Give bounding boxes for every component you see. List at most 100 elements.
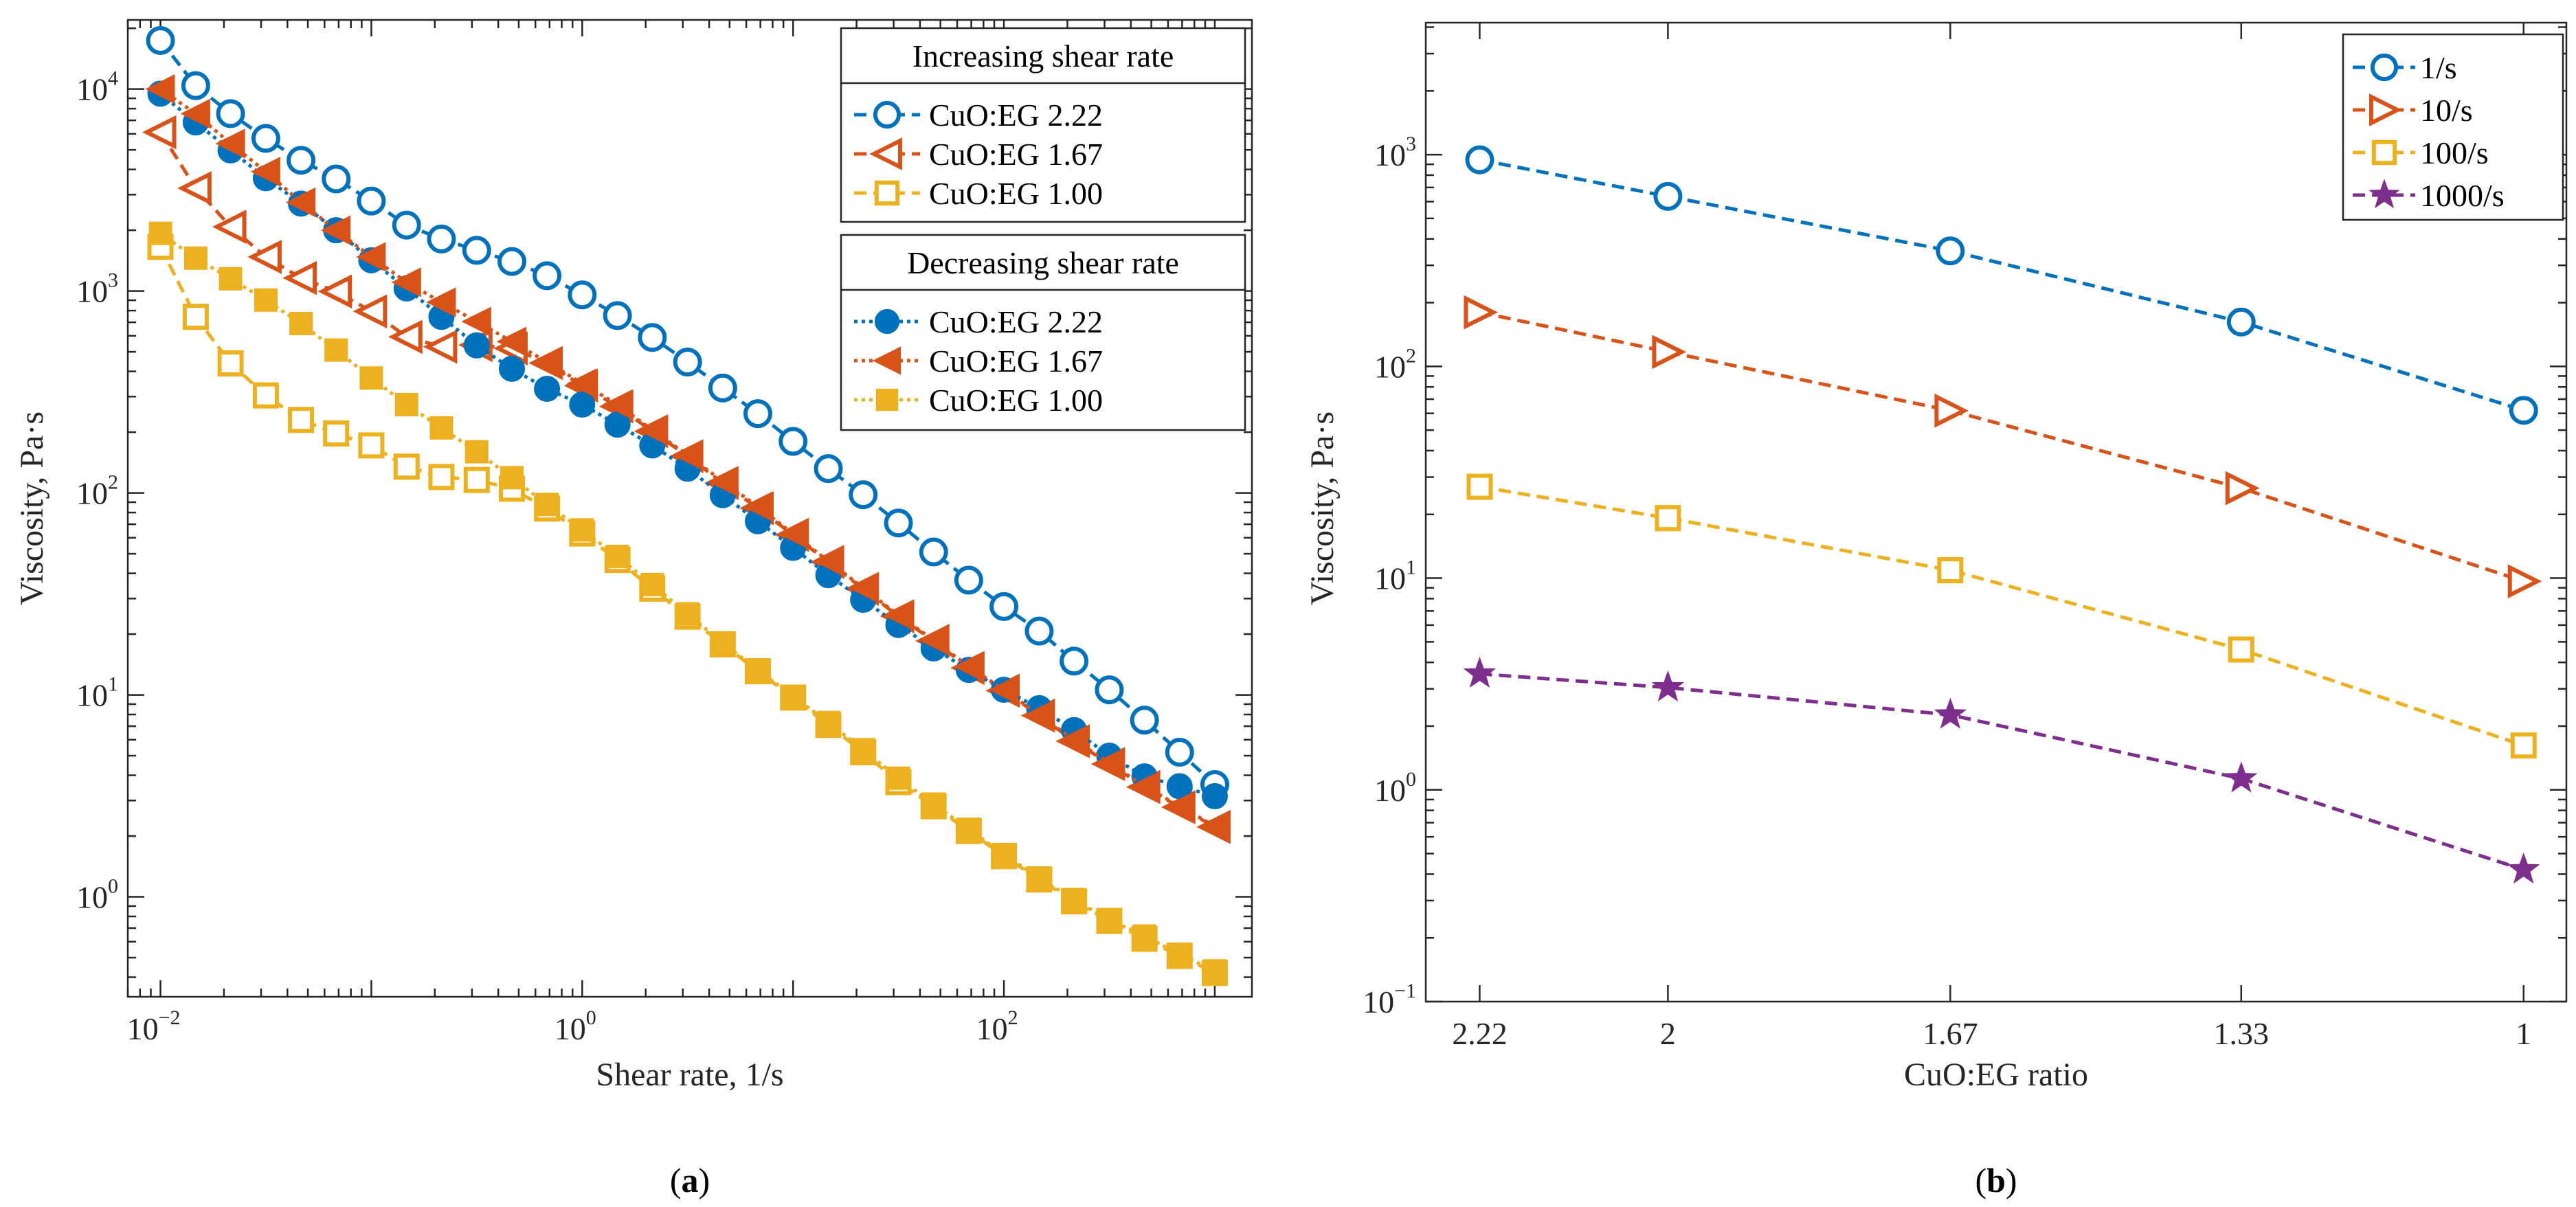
legend-label: 10/s: [2420, 93, 2473, 128]
data-point: [282, 260, 317, 295]
data-point: [675, 602, 699, 626]
legend-marker: [872, 346, 901, 375]
legend-marker: [873, 100, 901, 129]
chart-panel-b: 10−1 100 101 102 103 2.22 2 1.67 1.33 1 1/s 10/s 100…: [1363, 21, 2568, 1051]
data-point: [1936, 236, 1965, 266]
data-point: [919, 537, 948, 567]
data-point: [816, 710, 840, 734]
data-point: [1465, 145, 1494, 174]
y-tick-label: 100: [76, 875, 118, 915]
data-point: [605, 544, 629, 568]
data-point: [250, 157, 280, 187]
y-tick-label: 103: [1374, 133, 1416, 172]
data-point: [640, 572, 664, 596]
data-point: [1466, 473, 1493, 500]
legend-label: CuO:EG 2.22: [929, 304, 1103, 339]
data-point: [1060, 646, 1089, 676]
data-point: [323, 420, 350, 447]
data-point: [289, 312, 313, 336]
x-tick-label: 100: [555, 1006, 596, 1046]
data-point: [320, 215, 351, 245]
legend-marker: [875, 388, 899, 411]
data-point: [886, 766, 910, 790]
data-point: [534, 375, 561, 402]
data-point: [570, 518, 594, 542]
data-point: [463, 332, 490, 359]
legend-b: 1/s 10/s 100/s 1000/s: [2342, 33, 2564, 221]
x-axis-label-b: CuO:EG ratio: [1904, 1057, 2088, 1093]
data-point: [145, 74, 175, 104]
y-tick-label: 101: [1374, 556, 1416, 596]
data-point: [813, 546, 843, 576]
x-axis-label-a: Shear rate, 1/s: [596, 1057, 783, 1093]
data-point: [1463, 656, 1497, 688]
data-point: [391, 267, 421, 297]
data-point: [1934, 697, 1967, 729]
series-line: [1479, 158, 2524, 412]
data-point: [497, 247, 526, 276]
data-point: [777, 519, 808, 549]
data-point: [956, 817, 981, 842]
data-point: [1166, 773, 1193, 800]
data-point: [247, 240, 282, 274]
legend-a: Increasing shear rate CuO:EG 2.22 CuO:EG 1…: [840, 27, 1246, 431]
data-point: [357, 186, 386, 216]
data-point: [2225, 761, 2258, 793]
data-point: [288, 407, 315, 433]
data-point: [358, 432, 385, 459]
data-point: [1199, 811, 1229, 842]
data-point: [181, 71, 210, 100]
data-point: [989, 591, 1019, 621]
data-point: [1058, 725, 1089, 755]
data-point: [423, 329, 458, 364]
data-point: [148, 221, 172, 245]
data-point: [2509, 396, 2538, 425]
data-point: [638, 323, 667, 352]
y-tick-label: 104: [76, 67, 118, 107]
series-cuo-eg-1-00: [148, 221, 1227, 983]
data-point: [2510, 732, 2537, 759]
data-point: [742, 491, 772, 521]
data-point: [352, 294, 388, 329]
data-point: [954, 565, 983, 595]
data-point: [1652, 335, 1687, 370]
y-axis-label-b: Viscosity, Pa·s: [1304, 411, 1341, 605]
data-point: [2507, 852, 2540, 884]
data-point: [1094, 748, 1124, 778]
y-tick-label: 10−1: [1363, 980, 1416, 1019]
data-point: [708, 373, 737, 403]
legend-title: Increasing shear rate: [912, 38, 1174, 74]
data-point: [602, 390, 632, 420]
data-point: [428, 464, 455, 490]
data-point: [1095, 675, 1124, 705]
data-point: [1165, 738, 1194, 767]
data-point: [427, 224, 456, 253]
data-point: [1653, 181, 1683, 211]
legend-marker: [2368, 179, 2400, 209]
chart-panel-a: 100 101 102 103 104 10−2 100 102 Increasing shea…: [76, 19, 1253, 1046]
legend-box: [840, 234, 1246, 431]
data-point: [1132, 924, 1156, 948]
series-cuo-eg-1-67: [145, 74, 1229, 842]
data-point: [180, 98, 210, 129]
data-point: [219, 267, 243, 291]
data-point: [462, 236, 491, 265]
data-point: [388, 319, 423, 354]
data-point: [569, 391, 596, 418]
legend-label: CuO:EG 2.22: [929, 98, 1103, 133]
data-point: [988, 675, 1019, 705]
data-point: [359, 366, 383, 390]
data-point: [568, 280, 597, 310]
data-point: [2225, 471, 2260, 506]
legend-box: [840, 27, 1246, 223]
legend-marker: [874, 308, 900, 335]
panel-label-b: (b): [1975, 1161, 2017, 1199]
x-tick-label: 1: [2516, 1016, 2531, 1051]
data-point: [1201, 783, 1228, 810]
data-point: [426, 287, 456, 317]
data-point: [604, 411, 631, 438]
data-point: [251, 124, 280, 153]
data-point: [707, 466, 737, 497]
data-point: [394, 392, 418, 416]
